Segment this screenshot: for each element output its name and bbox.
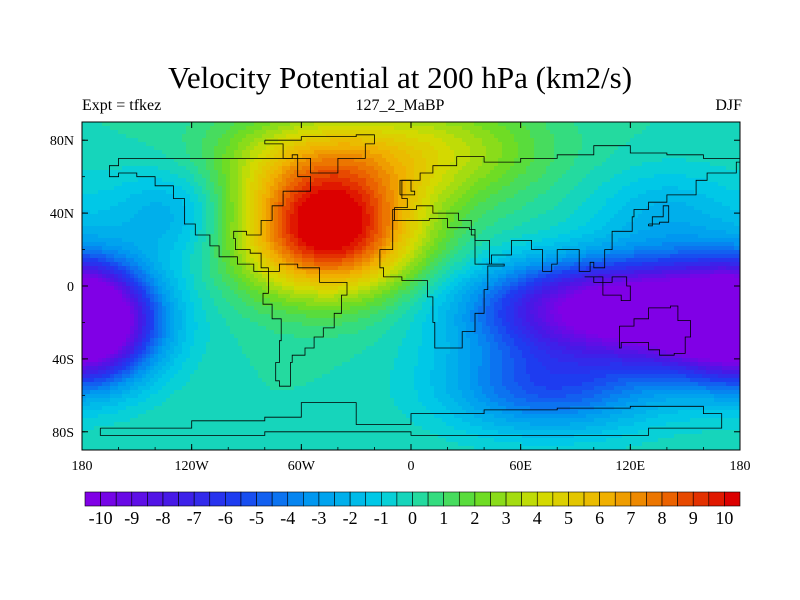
season-label: DJF — [715, 97, 742, 114]
x-tick-label: 60W — [288, 459, 316, 474]
colorbar-label: 2 — [470, 508, 479, 528]
colorbar-swatch — [724, 491, 741, 507]
coastline — [379, 218, 505, 349]
y-tick-label: 80N — [50, 134, 74, 149]
colorbar-swatch — [427, 491, 444, 507]
colorbar-label: -1 — [374, 508, 389, 528]
colorbar-label: -8 — [155, 508, 170, 528]
coastline — [584, 276, 631, 301]
x-tick-label: 120E — [616, 459, 646, 474]
colorbar-label: 10 — [715, 508, 733, 528]
colorbar-label: 9 — [689, 508, 698, 528]
colorbar-swatch — [287, 491, 304, 507]
colorbar-swatch — [396, 491, 413, 507]
colorbar-swatch — [162, 491, 179, 507]
coastline — [262, 263, 348, 387]
colorbar: -10 -9 -8 -7 -6 -5 -4 -3 -2 -1 0 1 2 3 4 5 6 7 8 9 10 — [84, 491, 741, 528]
colorbar-swatch — [614, 491, 632, 507]
coastline — [392, 145, 740, 272]
colorbar-swatch — [84, 491, 101, 507]
colorbar-swatch — [349, 491, 367, 507]
x-tick-label: 60E — [509, 459, 532, 474]
colorbar-label: 4 — [533, 508, 542, 528]
chart-title: Velocity Potential at 200 hPa (km2/s) — [167, 60, 633, 95]
colorbar-swatch — [178, 491, 195, 507]
colorbar-swatch — [474, 491, 491, 507]
colorbar-swatch — [303, 491, 320, 507]
colorbar-swatch — [599, 491, 616, 507]
colorbar-swatch — [412, 491, 429, 507]
y-tick-label: 40N — [50, 207, 74, 222]
colorbar-swatch — [458, 491, 476, 507]
colorbar-swatch — [131, 491, 148, 507]
colorbar-label: 6 — [595, 508, 604, 528]
colorbar-label: -2 — [343, 508, 358, 528]
colorbar-swatch — [521, 491, 538, 507]
colorbar-swatch — [552, 491, 569, 507]
colorbar-swatch — [708, 491, 725, 507]
colorbar-swatch — [147, 491, 164, 507]
colorbar-label: -10 — [89, 508, 113, 528]
colorbar-swatch — [256, 491, 273, 507]
colorbar-swatch — [334, 491, 351, 507]
y-tick-label: 0 — [67, 280, 74, 295]
y-axis: 80N 40N 0 40S 80S — [50, 134, 740, 441]
colorbar-label: -9 — [124, 508, 139, 528]
coastline-outlines — [99, 134, 740, 436]
colorbar-swatch — [443, 491, 460, 507]
colorbar-swatch — [583, 491, 600, 507]
colorbar-label: -7 — [187, 508, 202, 528]
x-axis: 180 120W 60W 0 60E 120E 180 — [72, 122, 751, 474]
colorbar-swatch — [381, 491, 398, 507]
y-tick-label: 80S — [52, 426, 74, 441]
colorbar-swatch — [100, 491, 117, 507]
colorbar-swatch — [677, 491, 694, 507]
colorbar-label: 0 — [408, 508, 417, 528]
colorbar-swatch — [505, 491, 522, 507]
colorbar-label: 3 — [502, 508, 511, 528]
colorbar-label: -6 — [218, 508, 233, 528]
contour-field — [82, 122, 740, 450]
coastline — [99, 402, 723, 436]
coastline — [399, 179, 416, 196]
colorbar-label: 8 — [658, 508, 667, 528]
colorbar-label: -5 — [249, 508, 264, 528]
x-tick-label: 120W — [175, 459, 210, 474]
x-tick-label: 180 — [72, 459, 93, 474]
colorbar-swatch — [209, 491, 226, 507]
colorbar-swatch — [692, 491, 710, 507]
colorbar-swatch — [240, 491, 257, 507]
colorbar-swatch — [365, 491, 382, 507]
colorbar-swatch — [193, 491, 211, 507]
colorbar-swatch — [225, 491, 242, 507]
colorbar-swatch — [661, 491, 678, 507]
colorbar-swatch — [271, 491, 289, 507]
colorbar-swatch — [646, 491, 663, 507]
colorbar-label: -4 — [280, 508, 295, 528]
y-tick-label: 40S — [52, 353, 74, 368]
coastline — [109, 154, 311, 272]
colorbar-label: 7 — [626, 508, 635, 528]
colorbar-swatch — [115, 491, 133, 507]
coastline — [619, 305, 691, 356]
colorbar-label: 5 — [564, 508, 573, 528]
colorbar-swatch — [490, 491, 507, 507]
coastline — [648, 205, 670, 227]
run-label: 127_2_MaBP — [355, 97, 445, 114]
x-tick-label: 180 — [730, 459, 751, 474]
experiment-label: Expt = tfkez — [82, 97, 162, 114]
coastline — [264, 134, 375, 174]
colorbar-swatch — [568, 491, 585, 507]
x-tick-label: 0 — [408, 459, 415, 474]
colorbar-swatch — [630, 491, 647, 507]
colorbar-label: -3 — [311, 508, 326, 528]
colorbar-swatch — [318, 491, 335, 507]
colorbar-label: 1 — [439, 508, 448, 528]
colorbar-swatch — [536, 491, 554, 507]
